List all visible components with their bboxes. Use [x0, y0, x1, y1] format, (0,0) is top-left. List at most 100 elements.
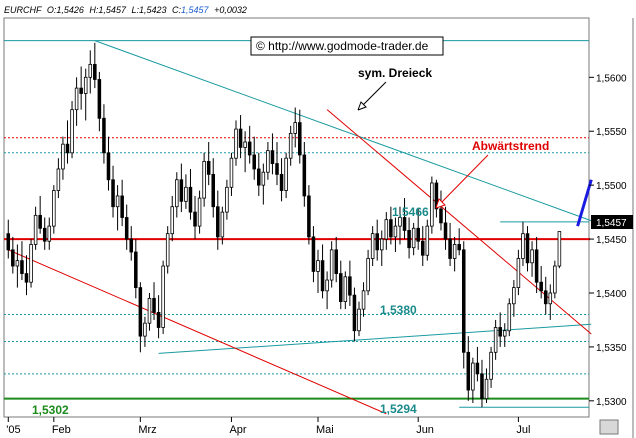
candle-body [106, 152, 111, 181]
candle-body [543, 290, 548, 305]
triangle-arrow [357, 81, 387, 111]
candle-body [539, 281, 543, 292]
level-label-1-5294: 1,5294 [380, 402, 417, 416]
candle-body [375, 233, 379, 251]
candle-body [366, 258, 370, 292]
candle-body [298, 122, 302, 156]
candle-body [65, 143, 70, 154]
candle-body [33, 214, 38, 245]
candle-body [220, 211, 225, 238]
candle-body [402, 217, 407, 231]
candle-body [493, 327, 498, 353]
corner-box [599, 419, 619, 435]
y-tick-label: 1,5300 [596, 397, 627, 408]
candle-body [457, 244, 461, 251]
x-axis-ticks: '05 Feb Mrz Apr Mai Jun Jul [6, 417, 530, 436]
candle-body [311, 236, 316, 272]
candle-body [466, 351, 471, 391]
y-tick-label: 1,5350 [596, 343, 627, 354]
candle-body [484, 378, 489, 400]
candle-body [175, 179, 179, 208]
candle-body [202, 161, 206, 199]
candle-body [534, 249, 539, 283]
candle-body [407, 230, 411, 249]
candle-body [111, 179, 115, 208]
x-tick-label: Apr [229, 424, 246, 436]
candle-body [193, 211, 197, 227]
candle-body [156, 311, 161, 328]
candle-body [11, 249, 15, 267]
y-tick-label: 1,5600 [596, 73, 627, 84]
x-tick-label: '05 [6, 424, 20, 436]
candle-body [448, 238, 452, 259]
candle-body [502, 330, 507, 337]
candle-body [530, 249, 534, 264]
candle-body [270, 150, 275, 164]
candle-body [115, 195, 120, 208]
x-tick-label: Jun [416, 424, 434, 436]
candle-body [498, 327, 502, 337]
y-tick-label: 1,5400 [596, 289, 627, 300]
open-label: O: [47, 5, 57, 15]
candle-body [24, 273, 29, 283]
candle-body [516, 258, 521, 288]
candle-body [352, 294, 357, 332]
candle-body [461, 249, 466, 353]
candle-body [184, 186, 188, 202]
candle-body [302, 154, 307, 197]
candle-body [252, 154, 256, 170]
candlesticks [6, 42, 562, 408]
x-tick-label: Mai [316, 424, 334, 436]
candle-body [124, 217, 129, 240]
candle-body [234, 128, 238, 159]
low-value: 1,5423 [139, 5, 167, 15]
candle-body [557, 231, 562, 267]
candle-body [238, 128, 243, 148]
candle-body [211, 173, 216, 208]
candle-body [348, 276, 352, 296]
candle-body [357, 308, 361, 332]
plot-frame [3, 17, 590, 418]
horizontal-levels [4, 40, 590, 408]
candle-body [129, 238, 134, 253]
candle-body [411, 227, 416, 249]
candle-body [434, 182, 439, 210]
x-tick-label: Mrz [138, 424, 156, 436]
candle-body [138, 287, 143, 337]
candle-body [247, 141, 252, 156]
projection-line [576, 179, 593, 227]
candle-body [47, 225, 52, 242]
candle-body [6, 233, 11, 251]
candle-body [425, 225, 430, 256]
candle-body [134, 251, 138, 288]
x-tick-label: Jul [516, 424, 530, 436]
candle-body [443, 222, 448, 240]
candle-body [179, 179, 184, 202]
candle-body [74, 87, 79, 111]
candle-body [147, 297, 152, 324]
trendline-lower-channel [8, 249, 387, 415]
candle-body [165, 233, 170, 267]
level-label-1-5380: 1,5380 [380, 303, 417, 317]
candle-body [379, 238, 384, 251]
candle-body [293, 122, 297, 134]
candle-body [307, 195, 311, 238]
trendline-triangle-lower [158, 323, 592, 354]
downtrend-annotation: Abwärtstrend [472, 139, 549, 153]
candle-body [279, 173, 284, 191]
candle-body [370, 233, 375, 259]
candle-body [343, 276, 348, 303]
candle-body [20, 260, 24, 274]
candle-body [261, 171, 266, 186]
high-value: 1,5457 [98, 5, 127, 15]
y-tick-label: 1,5550 [596, 127, 627, 138]
candle-body [93, 63, 97, 80]
candle-body [83, 76, 88, 94]
candle-body [216, 206, 220, 238]
price-tag-box [591, 215, 633, 229]
candle-body [197, 197, 202, 227]
candle-body [42, 227, 47, 242]
y-tick-label: 1,5500 [596, 181, 627, 192]
candle-body [548, 292, 553, 305]
low-label: L: [131, 5, 139, 15]
